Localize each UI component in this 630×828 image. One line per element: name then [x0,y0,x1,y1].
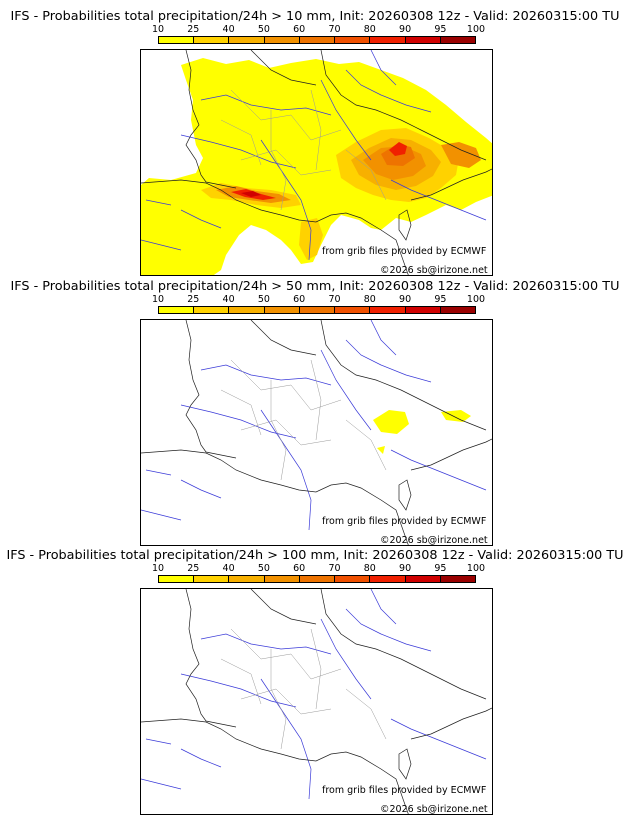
colorbar-swatch [264,307,300,313]
regions [220,359,387,481]
colorbar-swatch [440,576,475,582]
map-svg [141,589,492,814]
colorbar-tick: 60 [293,24,306,35]
colorbar-swatch [335,576,371,582]
colorbar-swatch [299,37,336,43]
colorbar-swatch [335,307,371,313]
colorbar-tick: 80 [363,24,376,35]
copyright-credit: ©2026 sb@irizone.net [380,265,488,276]
colorbar-swatch [299,576,336,582]
precip-shading [373,410,471,454]
colorbar-tick: 100 [466,24,486,35]
colorbar-tick: 40 [222,563,235,574]
source-credit: from grib files provided by ECMWF [322,246,487,257]
map-frame: from grib files provided by ECMWF ©2026 … [140,319,493,546]
colorbar-swatch [159,307,195,313]
coastline [141,320,492,545]
map-frame: from grib files provided by ECMWF ©2026 … [140,588,493,815]
panel-title: IFS - Probabilities total precipitation/… [6,548,624,563]
colorbar [158,306,476,314]
colorbar-tick: 95 [434,24,447,35]
colorbar-swatch [440,37,475,43]
colorbar-tick: 25 [187,24,200,35]
colorbar-swatch [440,307,475,313]
coastline [141,589,492,814]
panel-title: IFS - Probabilities total precipitation/… [10,9,620,24]
colorbar-tick: 80 [363,294,376,305]
colorbar-tick: 25 [187,294,200,305]
rivers [141,50,487,261]
map-frame: from grib files provided by ECMWF ©2026 … [140,49,493,276]
colorbar-swatch [335,37,371,43]
colorbar-swatch [194,576,230,582]
colorbar-tick: 95 [434,294,447,305]
source-credit: from grib files provided by ECMWF [322,516,487,527]
colorbar-labels: 10 25 40 50 60 70 80 90 95 100 [152,294,485,306]
colorbar-tick: 70 [328,294,341,305]
colorbar-swatch [299,307,336,313]
colorbar-tick: 10 [151,24,165,35]
colorbar-tick: 100 [466,294,486,305]
panel-50mm: IFS - Probabilities total precipitation/… [0,270,630,546]
colorbar-swatch [159,576,195,582]
colorbar-tick: 50 [257,294,270,305]
panel-10mm: IFS - Probabilities total precipitation/… [0,0,630,276]
map-svg [141,320,492,545]
colorbar-swatch [194,307,230,313]
rivers [141,589,487,800]
rivers [141,320,487,531]
panel-title: IFS - Probabilities total precipitation/… [10,279,620,294]
colorbar-tick: 70 [328,24,341,35]
colorbar-tick: 25 [187,563,200,574]
colorbar-swatch [370,307,406,313]
colorbar-tick: 60 [293,563,306,574]
colorbar-tick: 90 [399,294,412,305]
precip-shading [141,58,492,275]
colorbar-swatch [159,37,195,43]
colorbar-swatch [229,576,265,582]
colorbar-tick: 10 [151,563,165,574]
colorbar [158,36,476,44]
colorbar-labels: 10 25 40 50 60 70 80 90 95 100 [152,24,485,36]
colorbar-swatch [370,576,406,582]
colorbar-tick: 10 [151,294,165,305]
colorbar-tick: 100 [466,563,486,574]
colorbar-tick: 90 [399,563,412,574]
regions [220,628,387,750]
colorbar-labels: 10 25 40 50 60 70 80 90 95 100 [152,563,485,575]
colorbar-tick: 60 [293,294,306,305]
colorbar-tick: 50 [257,24,270,35]
colorbar-swatch [229,307,265,313]
panel-100mm: IFS - Probabilities total precipitation/… [0,539,630,815]
colorbar-tick: 80 [363,563,376,574]
colorbar-tick: 40 [222,294,235,305]
colorbar-swatch [264,576,300,582]
colorbar-tick: 95 [434,563,447,574]
regions [220,89,387,211]
colorbar-swatch [194,37,230,43]
colorbar-swatch [264,37,300,43]
colorbar-swatch [405,37,441,43]
colorbar-swatch [370,37,406,43]
colorbar-tick: 90 [399,24,412,35]
colorbar-tick: 40 [222,24,235,35]
source-credit: from grib files provided by ECMWF [322,785,487,796]
colorbar-tick: 50 [257,563,270,574]
coastline [141,50,492,275]
copyright-credit: ©2026 sb@irizone.net [380,804,488,815]
copyright-credit: ©2026 sb@irizone.net [380,535,488,546]
colorbar-swatch [229,37,265,43]
colorbar-swatch [405,307,441,313]
colorbar-swatch [405,576,441,582]
colorbar [158,575,476,583]
map-svg [141,50,492,275]
colorbar-tick: 70 [328,563,341,574]
